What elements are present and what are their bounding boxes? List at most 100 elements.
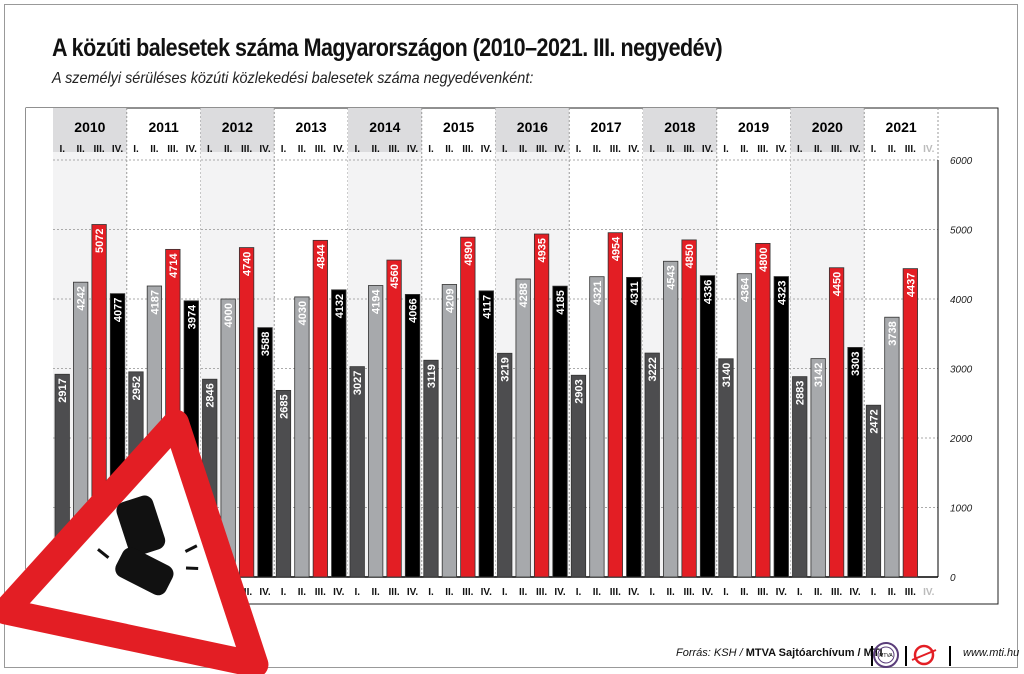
- quarter-label-bottom: III.: [389, 587, 400, 598]
- bar-value-label: 4543: [666, 265, 678, 289]
- quarter-label-top: II.: [76, 144, 85, 155]
- bar-value-label: 4000: [223, 303, 235, 327]
- bar-II-2016: [515, 278, 531, 578]
- bar-value-label: 4209: [444, 288, 456, 312]
- y-tick-label: 4000: [950, 295, 973, 306]
- bar-value-label: 3027: [352, 371, 364, 395]
- bar-value-label: 2472: [868, 409, 880, 433]
- year-label: 2013: [296, 119, 327, 135]
- bar-value-label: 4714: [168, 253, 180, 278]
- quarter-label-top: I.: [133, 144, 139, 155]
- quarter-label-bottom: III.: [684, 587, 695, 598]
- bar-III-2020: [828, 267, 845, 578]
- bar-value-label: 4437: [905, 273, 917, 297]
- quarter-label-top: I.: [59, 144, 65, 155]
- bar-value-label: 4323: [776, 281, 788, 305]
- bar-value-label: 4187: [149, 290, 161, 314]
- quarter-label-bottom: II.: [298, 587, 307, 598]
- bar-value-label: 2952: [131, 376, 143, 400]
- bar-value-label: 3142: [813, 363, 825, 387]
- bar-value-label: 3974: [186, 304, 198, 329]
- mti-logo-icon: [911, 644, 937, 666]
- bar-I-2017: [570, 374, 587, 578]
- quarter-label-bottom: IV.: [407, 587, 419, 598]
- bar-value-label: 4850: [684, 244, 696, 268]
- bar-IV-2019: [773, 276, 789, 578]
- bar-IV-2015: [478, 290, 494, 578]
- year-label: 2021: [886, 119, 917, 135]
- bar-I-2015: [423, 359, 439, 578]
- quarter-label-top: I.: [281, 144, 287, 155]
- quarter-label-top: II.: [740, 144, 749, 155]
- bar-value-label: 2846: [205, 383, 217, 407]
- source-url[interactable]: www.mti.hu: [963, 647, 1020, 659]
- quarter-label-bottom: II.: [445, 587, 454, 598]
- quarter-label-bottom: I.: [354, 587, 360, 598]
- bar-value-label: 4890: [463, 241, 475, 265]
- quarter-label-top: III.: [167, 144, 178, 155]
- bar-value-label: 4321: [592, 281, 604, 305]
- bar-value-label: 3119: [426, 364, 438, 388]
- quarter-label-bottom: I.: [576, 587, 582, 598]
- quarter-label-top: II.: [593, 144, 602, 155]
- quarter-label-bottom: I.: [797, 587, 803, 598]
- bar-I-2019: [718, 358, 734, 578]
- bar-value-label: 4560: [389, 264, 401, 288]
- bar-value-label: 4242: [76, 286, 88, 310]
- bar-III-2016: [533, 233, 550, 578]
- bar-III-2021: [902, 268, 918, 578]
- bar-IV-2016: [552, 285, 568, 578]
- bar-value-label: 4311: [629, 281, 641, 305]
- bar-value-label: 4288: [518, 283, 530, 307]
- quarter-label-top: IV.: [776, 144, 788, 155]
- quarter-label-bottom: II.: [740, 587, 749, 598]
- quarter-label-bottom: IV.: [259, 587, 271, 598]
- quarter-label-bottom: IV.: [333, 587, 345, 598]
- bar-value-label: 4450: [832, 272, 844, 296]
- y-tick-label: 6000: [950, 156, 973, 167]
- quarter-label-top: III.: [905, 144, 916, 155]
- year-label: 2011: [148, 119, 179, 135]
- bar-value-label: 2883: [795, 381, 807, 405]
- bar-III-2013: [312, 239, 328, 578]
- bar-IV-2018: [699, 275, 716, 578]
- quarter-label-top: IV.: [702, 144, 714, 155]
- quarter-label-bottom: III.: [831, 587, 842, 598]
- quarter-label-top: II.: [666, 144, 675, 155]
- year-label: 2010: [74, 119, 105, 135]
- quarter-label-top: IV.: [186, 144, 198, 155]
- quarter-label-top: III.: [315, 144, 326, 155]
- quarter-label-bottom: IV.: [923, 587, 935, 598]
- quarter-label-bottom: IV.: [628, 587, 640, 598]
- year-label: 2017: [591, 119, 622, 135]
- source-prefix: Forrás: KSH /: [676, 647, 746, 659]
- bar-IV-2014: [404, 294, 421, 578]
- quarter-label-top: IV.: [849, 144, 861, 155]
- quarter-label-bottom: III.: [241, 587, 252, 598]
- y-tick-label: 2000: [949, 434, 973, 445]
- quarter-label-bottom: IV.: [481, 587, 493, 598]
- quarter-label-top: III.: [389, 144, 400, 155]
- quarter-label-top: III.: [241, 144, 252, 155]
- quarter-label-top: I.: [649, 144, 655, 155]
- bar-IV-2020: [847, 347, 863, 578]
- y-tick-label: 3000: [950, 365, 973, 376]
- bar-value-label: 4935: [537, 238, 549, 262]
- quarter-label-top: III.: [684, 144, 695, 155]
- bar-value-label: 4030: [297, 301, 309, 325]
- quarter-label-top: III.: [610, 144, 621, 155]
- quarter-label-top: II.: [298, 144, 307, 155]
- quarter-label-bottom: IV.: [776, 587, 788, 598]
- footer-logos: MTVA: [871, 642, 951, 668]
- bar-value-label: 4117: [481, 295, 493, 319]
- bar-I-2016: [497, 352, 513, 578]
- year-label: 2020: [812, 119, 843, 135]
- page-frame: [4, 4, 1018, 668]
- quarter-label-bottom: II.: [519, 587, 528, 598]
- quarter-label-top: IV.: [333, 144, 345, 155]
- warning-sign-icon: [0, 409, 269, 674]
- bar-III-2018: [681, 239, 697, 578]
- bar-III-2019: [755, 242, 771, 578]
- quarter-label-bottom: II.: [666, 587, 675, 598]
- bar-II-2020: [810, 358, 826, 578]
